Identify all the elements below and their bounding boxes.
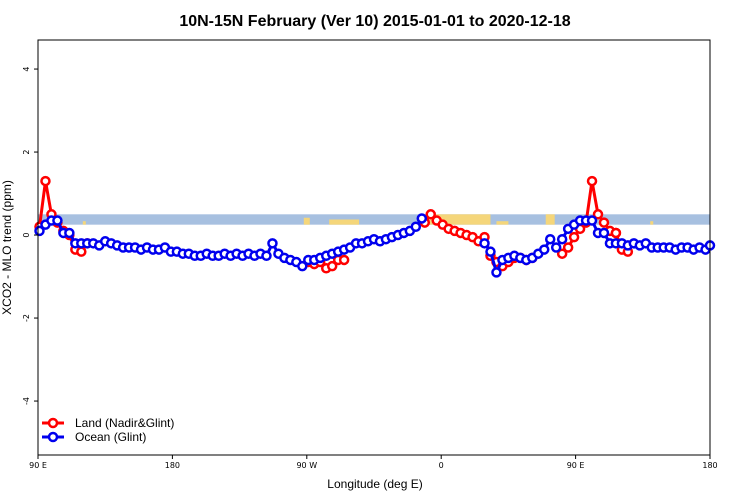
data-point-ocean <box>34 225 45 237</box>
series-ocean <box>34 213 716 278</box>
y-tick-label: 2 <box>22 150 31 155</box>
data-point-ocean <box>544 233 556 245</box>
y-axis: -4 -2 0 2 4 <box>22 67 38 405</box>
y-axis-label: XCO2 - MLO trend (ppm) <box>0 180 14 315</box>
data-point-ocean <box>556 233 568 245</box>
data-point-ocean <box>64 227 75 239</box>
y-tick-label: -2 <box>22 314 31 322</box>
x-axis-label: Longitude (deg E) <box>327 477 422 491</box>
band-land-feature <box>545 214 555 225</box>
data-point-ocean <box>297 260 308 272</box>
data-point-ocean <box>550 242 562 253</box>
legend: Land (Nadir&Glint) Ocean (Glint) <box>42 416 174 444</box>
data-point-land <box>326 260 338 272</box>
legend-marker-land <box>47 417 59 429</box>
x-tick-label: 180 <box>165 461 180 470</box>
data-point-land <box>338 254 350 266</box>
x-axis: 90 E 180 90 W 0 90 E 180 <box>29 455 718 470</box>
band-land-feature <box>650 221 654 225</box>
data-point-ocean <box>598 227 610 239</box>
band-rect <box>38 214 710 225</box>
data-point-land <box>586 175 598 187</box>
band-land-feature <box>426 214 491 225</box>
data-point-ocean <box>416 213 428 224</box>
data-point-ocean <box>485 246 496 257</box>
data-point-land <box>598 217 610 228</box>
x-tick-label: 90 W <box>296 461 317 470</box>
data-point-land <box>40 175 51 187</box>
x-tick-label: 180 <box>702 461 717 470</box>
legend-label-ocean: Ocean (Glint) <box>75 430 146 444</box>
data-point-land <box>592 209 604 220</box>
data-point-land <box>425 209 436 220</box>
y-tick-label: 0 <box>22 233 31 238</box>
data-point-ocean <box>261 250 272 262</box>
data-point-land <box>556 248 568 259</box>
plot-frame <box>37 39 711 456</box>
x-tick-label: 0 <box>439 461 444 470</box>
data-point-ocean <box>52 215 63 226</box>
data-point-ocean <box>586 215 598 226</box>
band-land-feature <box>82 221 86 225</box>
series-layer <box>34 175 716 278</box>
legend-item-land: Land (Nadir&Glint) <box>42 416 174 430</box>
band-land-feature <box>496 221 509 225</box>
legend-item-ocean: Ocean (Glint) <box>42 430 146 444</box>
data-point-ocean <box>479 238 490 249</box>
x-tick-label: 90 E <box>29 461 47 470</box>
data-point-land <box>562 242 574 253</box>
data-point-ocean <box>267 238 278 249</box>
data-point-ocean <box>491 267 502 278</box>
reference-band <box>38 214 710 225</box>
y-tick-label: -4 <box>22 397 31 405</box>
chart-title: 10N-15N February (Ver 10) 2015-01-01 to … <box>179 13 570 30</box>
data-point-land <box>568 231 580 243</box>
y-tick-label: 4 <box>22 67 31 72</box>
data-point-land <box>76 246 87 257</box>
legend-marker-ocean <box>47 431 59 443</box>
data-point-ocean <box>538 244 550 255</box>
band-land-feature <box>329 219 360 225</box>
data-point-land <box>610 227 622 239</box>
data-point-ocean <box>410 221 422 232</box>
legend-label-land: Land (Nadir&Glint) <box>75 416 174 430</box>
band-land-feature <box>303 217 310 225</box>
x-tick-label: 90 E <box>567 461 585 470</box>
